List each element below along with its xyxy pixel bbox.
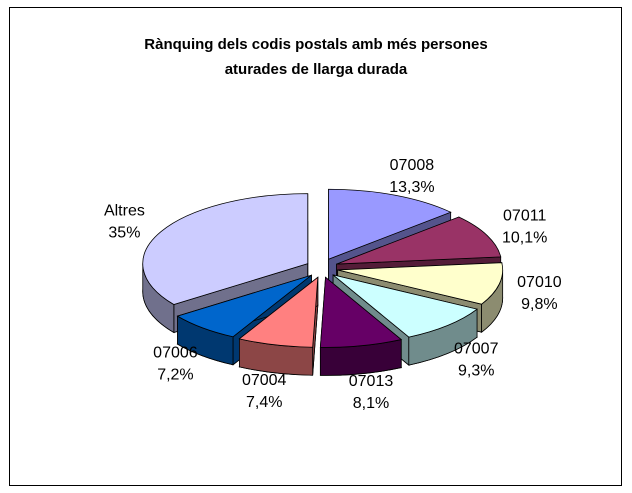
slice — [337, 262, 504, 305]
slice — [332, 274, 478, 338]
value-label: 10,1% — [502, 229, 547, 246]
chart-title: Rànquing dels codis postals amb més pers… — [144, 36, 487, 53]
value-label: 8,1% — [353, 395, 389, 412]
category-label: 07007 — [454, 340, 499, 357]
category-label: 07011 — [503, 207, 546, 224]
category-label: 07008 — [390, 157, 435, 174]
category-label: 07013 — [349, 373, 394, 390]
slice — [176, 274, 312, 338]
slice — [238, 276, 319, 348]
category-label: 07010 — [517, 274, 562, 291]
value-label: 7,2% — [157, 366, 193, 383]
value-label: 9,3% — [458, 362, 494, 379]
value-label: 35% — [108, 225, 140, 242]
value-label: 9,8% — [521, 296, 557, 313]
value-label: 13,3% — [389, 179, 434, 196]
slice — [142, 193, 309, 305]
category-label: Altres — [104, 203, 145, 220]
chart-frame — [9, 7, 622, 486]
chart-title: aturades de llarga durada — [225, 61, 408, 78]
value-label: 7,4% — [246, 394, 282, 411]
slice — [336, 216, 502, 265]
category-label: 07004 — [242, 372, 287, 389]
slice — [319, 276, 403, 348]
category-label: 07006 — [153, 344, 198, 361]
slice — [328, 188, 452, 260]
